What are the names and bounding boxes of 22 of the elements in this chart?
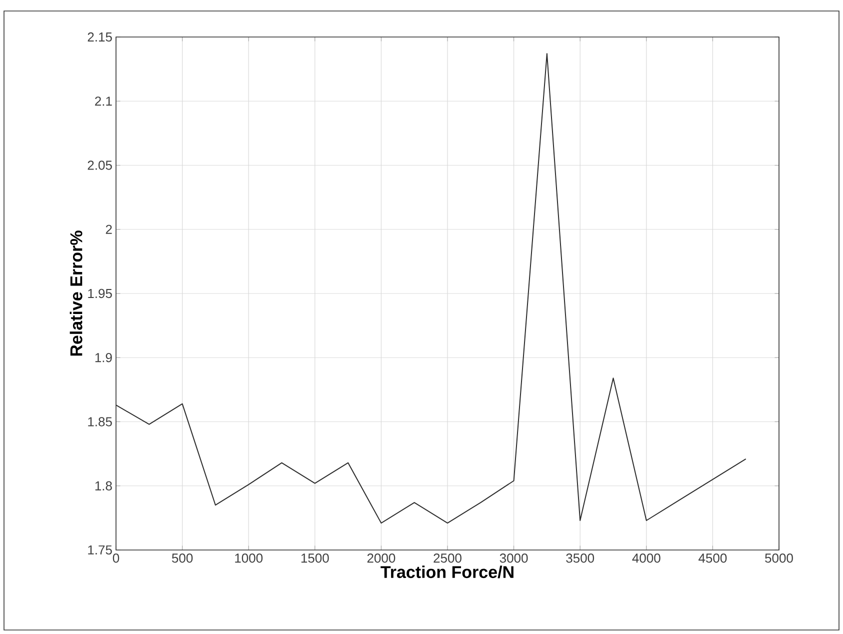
x-tick-label: 1500 [301,554,329,563]
y-tick-label: 2 [106,224,112,234]
x-tick-label: 3500 [566,554,594,563]
x-tick-label: 2000 [367,554,396,563]
y-axis-title: Relative Error% [70,230,82,356]
y-tick-label: 1.95 [88,288,112,298]
x-tick-label: 5000 [765,554,793,563]
y-tick-label: 2.1 [95,96,112,106]
x-tick-label: 3000 [500,554,528,563]
x-tick-label: 1000 [235,554,263,563]
x-tick-label: 4500 [698,554,727,563]
y-tick-label: 1.8 [95,481,112,490]
y-tick-label: 1.9 [95,353,112,362]
y-tick-label: 2.05 [88,160,112,170]
x-tick-label: 500 [172,554,193,563]
x-tick-label: 0 [112,554,120,563]
y-tick-label: 1.85 [88,417,112,426]
x-tick-label: 4000 [632,554,660,563]
x-tick-label: 2500 [434,554,462,563]
y-tick-label: 1.75 [88,545,112,555]
y-tick-label: 2.15 [88,32,112,42]
x-axis-title: Traction Force/N [380,566,514,578]
